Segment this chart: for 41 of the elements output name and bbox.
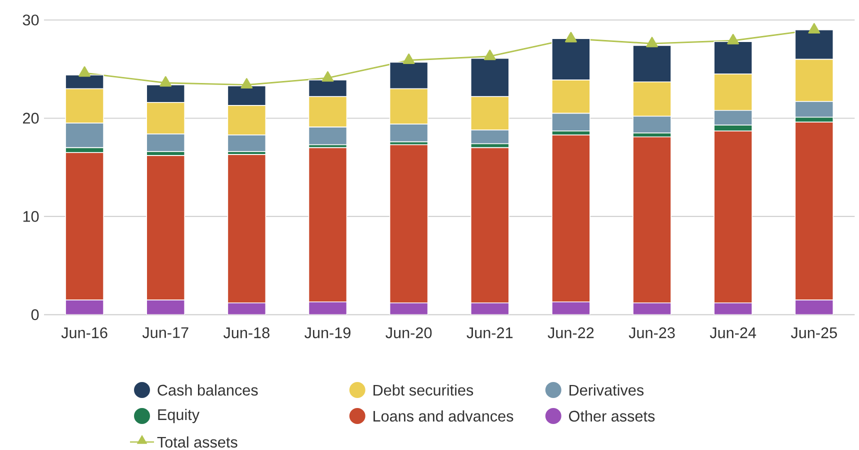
bar bbox=[146, 300, 186, 315]
legend-label: Total assets bbox=[157, 436, 238, 448]
point bbox=[646, 36, 658, 48]
x-tick-label: Jun-21 bbox=[466, 327, 513, 338]
x-tick-label: Jun-25 bbox=[790, 327, 837, 338]
x-tick-label: Jun-16 bbox=[61, 327, 108, 338]
point bbox=[240, 78, 253, 89]
bar bbox=[714, 302, 752, 315]
bar bbox=[794, 300, 834, 315]
y-tick-label: 30 bbox=[22, 14, 39, 26]
x-tick-label: Jun-22 bbox=[548, 327, 594, 338]
bar bbox=[228, 302, 266, 315]
point bbox=[808, 23, 820, 34]
x-tick-label: Jun-19 bbox=[304, 327, 350, 338]
y-tick-label: 10 bbox=[23, 211, 39, 222]
y-tick-label: 0 bbox=[31, 309, 39, 320]
legend-label: Derivatives bbox=[570, 384, 644, 396]
x-tick-label: Jun-20 bbox=[386, 327, 432, 338]
legend-label: Loans and advances bbox=[374, 410, 514, 422]
x-tick-label: Jun-17 bbox=[142, 327, 188, 338]
bar bbox=[633, 302, 672, 315]
legend-label: Debt securities bbox=[374, 384, 474, 396]
point bbox=[322, 71, 334, 82]
point bbox=[484, 50, 496, 60]
bar bbox=[390, 302, 428, 315]
bar bbox=[65, 300, 104, 315]
point bbox=[727, 34, 740, 44]
bar bbox=[308, 302, 347, 315]
x-tick-label: Jun-24 bbox=[710, 327, 756, 338]
point bbox=[78, 66, 90, 77]
point bbox=[402, 54, 415, 64]
x-tick-label: Jun-18 bbox=[223, 327, 270, 338]
bar bbox=[470, 302, 509, 315]
y-tick-label: 20 bbox=[23, 112, 39, 124]
legend-label: Cash balances bbox=[158, 384, 258, 396]
bar bbox=[552, 302, 590, 315]
legend-label: Other assets bbox=[569, 410, 655, 422]
x-tick-label: Jun-23 bbox=[628, 327, 675, 338]
point bbox=[565, 32, 577, 42]
legend-label: Equity bbox=[158, 408, 200, 424]
point bbox=[160, 76, 172, 87]
